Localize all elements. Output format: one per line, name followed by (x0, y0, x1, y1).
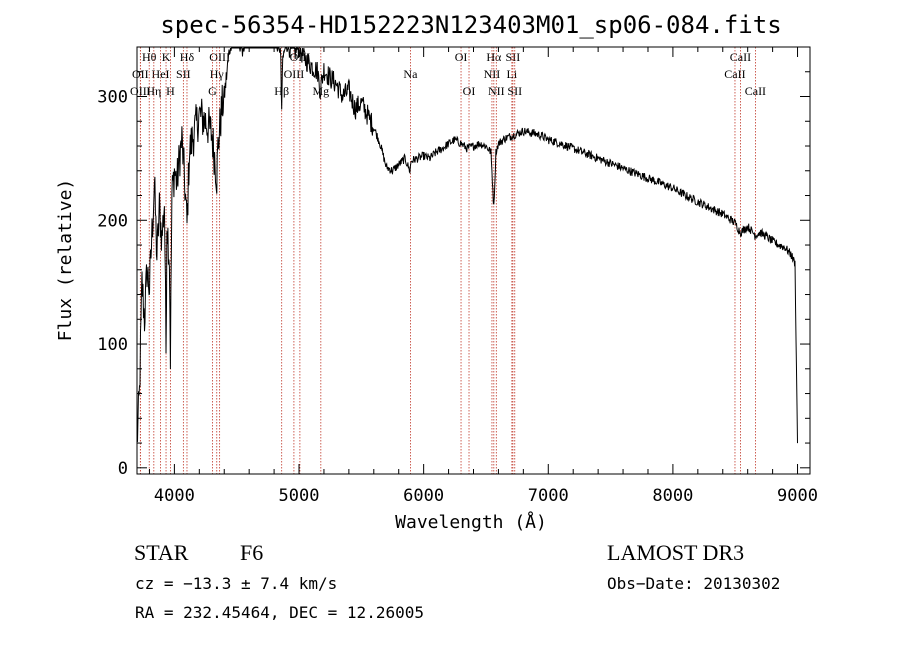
x-tick-label: 6000 (403, 486, 444, 506)
spectral-line-label: Hα (486, 50, 502, 64)
spectral-line-label: Li (507, 67, 518, 81)
x-tick-label: 7000 (528, 486, 569, 506)
spectral-line-label: OI (455, 50, 468, 64)
spectral-line-label: CaII (745, 84, 766, 98)
spectral-line-label: Hδ (180, 50, 195, 64)
x-tick-label: 9000 (777, 486, 818, 506)
spectral-line-label: OIII (130, 84, 151, 98)
spectral-line-label: CaII (730, 50, 751, 64)
plot-frame (136, 46, 811, 475)
spectral-line-label: OIII (284, 67, 305, 81)
x-tick-label: 4000 (154, 486, 195, 506)
y-axis-label: Flux (relative) (55, 179, 76, 342)
spectral-line-label: G (208, 84, 217, 98)
y-tick-label: 0 (118, 459, 128, 479)
spectral-line-label: NII (488, 84, 505, 98)
x-tick-label: 8000 (652, 486, 693, 506)
spectral-line-label: NII (484, 67, 501, 81)
spectral-line-label: OI (463, 84, 476, 98)
spectral-line-label: CaII (724, 67, 745, 81)
spectral-line-label: H (166, 84, 175, 98)
spectral-line-label: OIII (209, 50, 230, 64)
spectral-line-label: Hη (146, 84, 161, 98)
x-tick-label: 5000 (279, 486, 320, 506)
spectral-line-label: Na (403, 67, 418, 81)
spectral-line-label: SII (176, 67, 191, 81)
y-tick-label: 200 (97, 211, 128, 231)
spectral-line-label: Hγ (210, 67, 225, 81)
spectral-line-label: K (162, 50, 171, 64)
y-axis: 0 100 200 300 (97, 46, 810, 479)
x-axis-label: Wavelength (Å) (395, 511, 547, 533)
spectrum-series-line (136, 46, 798, 444)
spectral-line-label: SII (506, 50, 521, 64)
chart-title: spec-56354-HD152223N123403M01_sp06-084.f… (160, 11, 781, 39)
y-tick-label: 100 (97, 335, 128, 355)
y-tick-label: 300 (97, 88, 128, 108)
spectral-line-label: HeI (152, 67, 170, 81)
x-axis: 4000 5000 6000 7000 8000 9000 (148, 47, 818, 506)
spectral-line-label: SII (507, 84, 522, 98)
spectral-line-label: Hθ (142, 50, 157, 64)
